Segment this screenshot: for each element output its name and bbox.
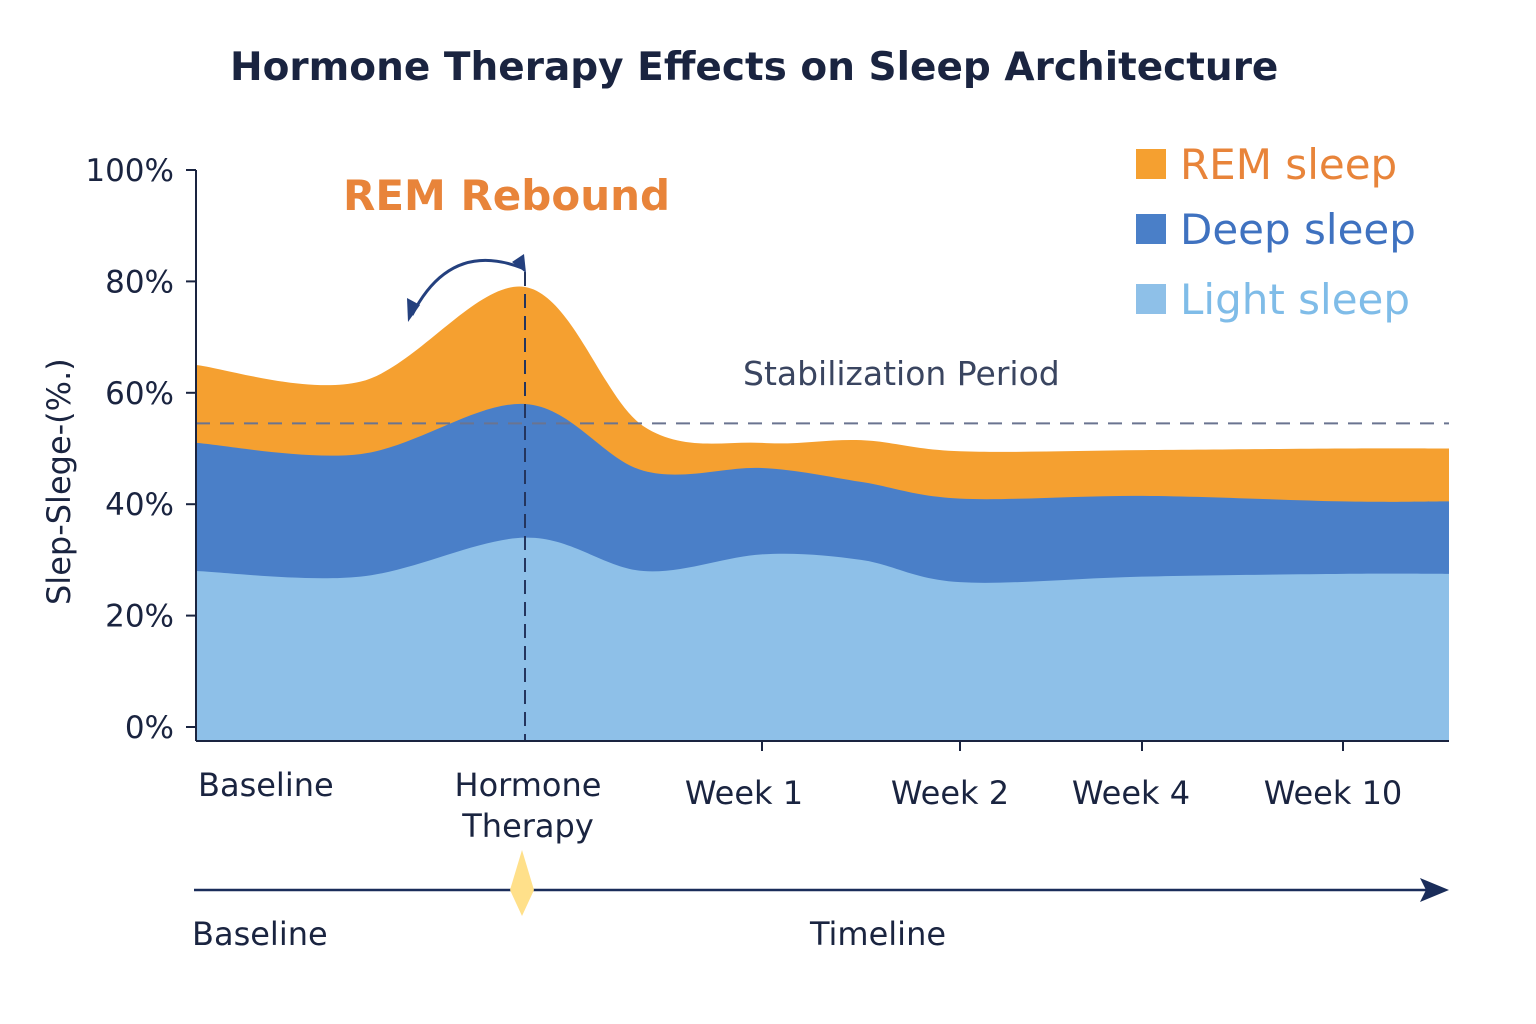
x-tick-label: Baseline bbox=[198, 766, 334, 804]
x-tick-label: Hormone Therapy bbox=[455, 766, 602, 845]
y-tick-label: 40% bbox=[105, 487, 174, 523]
timeline-arrowhead-icon bbox=[1420, 878, 1449, 902]
chart-title: Hormone Therapy Effects on Sleep Archite… bbox=[230, 45, 1278, 90]
x-tick-label: Week 1 bbox=[685, 774, 803, 812]
x-tick-label: Week 10 bbox=[1264, 774, 1403, 812]
timeline-start-label: Baseline bbox=[192, 915, 328, 953]
y-tick-label: 80% bbox=[105, 264, 174, 300]
y-tick-label: 20% bbox=[105, 599, 174, 635]
y-tick-label: 0% bbox=[125, 710, 174, 746]
legend-swatch bbox=[1136, 284, 1166, 314]
y-tick-label: 60% bbox=[105, 376, 174, 412]
timeline-event-diamond-icon bbox=[510, 850, 534, 916]
legend-swatch bbox=[1136, 214, 1166, 244]
legend-label: Light sleep bbox=[1180, 275, 1410, 324]
legend-label: REM sleep bbox=[1180, 140, 1397, 189]
y-tick-label: 100% bbox=[85, 153, 174, 189]
arrowhead-left-icon bbox=[407, 298, 420, 322]
legend-swatch bbox=[1136, 149, 1166, 179]
x-tick-label: Week 2 bbox=[891, 774, 1009, 812]
x-tick-label: Week 4 bbox=[1072, 774, 1190, 812]
arrowhead-right-icon bbox=[512, 254, 526, 273]
y-axis-label: Slep-Slege-(%.) bbox=[40, 358, 78, 605]
timeline-label: Timeline bbox=[809, 915, 946, 953]
area-light-sleep bbox=[196, 537, 1449, 741]
rebound-arrow bbox=[410, 259, 523, 316]
legend-label: Deep sleep bbox=[1180, 205, 1416, 254]
annotation-rem-rebound: REM Rebound bbox=[343, 171, 670, 220]
reference-line-label: Stabilization Period bbox=[743, 354, 1060, 393]
